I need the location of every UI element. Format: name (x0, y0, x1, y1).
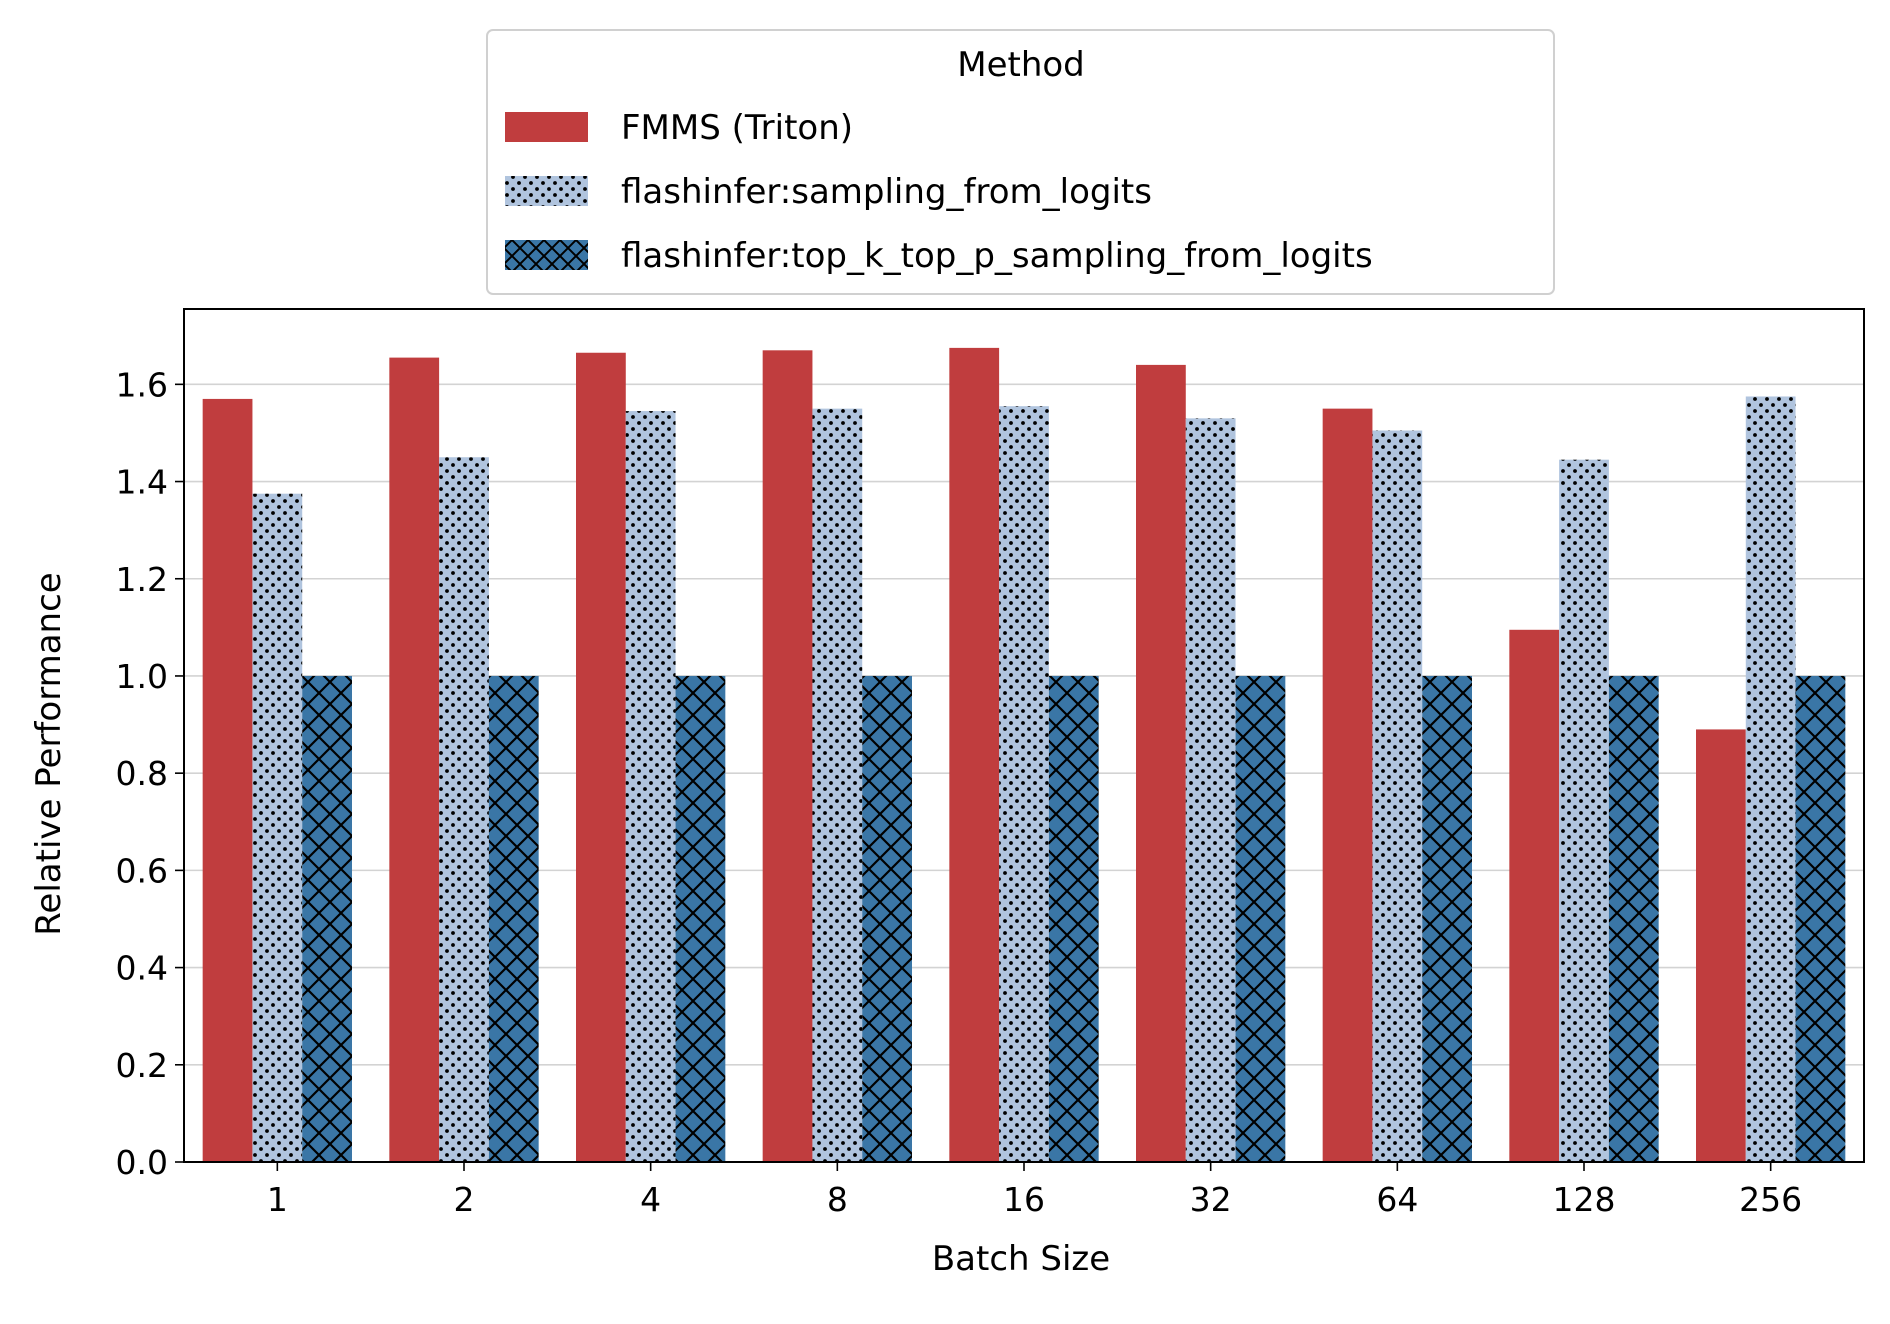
bar-solid-1 (202, 398, 253, 1163)
bar-dots-16 (999, 406, 1049, 1162)
y-tick-label: 1.0 (116, 657, 168, 696)
y-axis-label: Relative Performance (29, 572, 69, 935)
y-tick-label: 0.0 (116, 1143, 168, 1182)
y-tick-label: 1.2 (116, 560, 168, 599)
legend-entry: flashinfer:sampling_from_logits (505, 172, 1152, 212)
x-tick-label: 8 (827, 1180, 848, 1219)
legend-label: flashinfer:top_k_top_p_sampling_from_log… (621, 236, 1373, 276)
legend-entry: flashinfer:top_k_top_p_sampling_from_log… (505, 236, 1373, 276)
legend-label: flashinfer:sampling_from_logits (621, 172, 1152, 212)
y-tick-label: 1.4 (116, 463, 168, 502)
bar-dots-1 (252, 493, 303, 1162)
y-tick-label: 0.8 (116, 754, 168, 793)
x-tick-label: 128 (1553, 1180, 1616, 1219)
bar-crosshatch-32 (1235, 675, 1286, 1162)
bar-solid-256 (1696, 729, 1746, 1162)
bars (202, 347, 1846, 1163)
bar-crosshatch-64 (1422, 675, 1472, 1162)
bar-solid-64 (1322, 408, 1373, 1162)
y-tick-label: 0.6 (116, 851, 168, 890)
bar-dots-256 (1745, 396, 1796, 1162)
bar-dots-32 (1185, 418, 1236, 1162)
bar-dots-4 (625, 411, 676, 1163)
x-axis-ticks: 1 2 4 8 16 32 64 128 256 (267, 1162, 1802, 1219)
bar-crosshatch-128 (1608, 675, 1659, 1162)
legend: Method FMMS (Triton) flashinfer:sampling_… (486, 29, 1555, 295)
x-tick-label: 16 (1003, 1180, 1045, 1219)
x-tick-label: 2 (454, 1180, 475, 1219)
legend-swatch (505, 176, 588, 206)
y-tick-label: 1.6 (116, 365, 168, 404)
legend-swatch (505, 240, 588, 270)
y-tick-label: 0.4 (116, 949, 168, 988)
y-tick-label: 0.2 (116, 1046, 168, 1085)
bar-crosshatch-1 (302, 675, 352, 1162)
bar-solid-4 (576, 352, 626, 1162)
y-axis-ticks: 0.0 0.2 0.4 0.6 0.8 1.0 1.2 1.4 1.6 (116, 365, 184, 1182)
bar-solid-32 (1136, 364, 1186, 1162)
bar-crosshatch-8 (862, 675, 912, 1162)
bar-dots-8 (812, 408, 863, 1162)
x-tick-label: 64 (1376, 1180, 1418, 1219)
x-tick-label: 256 (1739, 1180, 1802, 1219)
bar-crosshatch-16 (1048, 675, 1099, 1162)
legend-swatch (505, 112, 588, 142)
legend-entry: FMMS (Triton) (505, 108, 853, 148)
legend-box (486, 29, 1555, 295)
bar-dots-2 (439, 457, 489, 1162)
bar-crosshatch-2 (488, 675, 539, 1162)
bar-solid-128 (1509, 629, 1560, 1162)
x-tick-label: 1 (267, 1180, 288, 1219)
legend-title: Method (957, 45, 1085, 85)
bar-solid-16 (949, 347, 1000, 1162)
x-axis-label: Batch Size (932, 1239, 1110, 1279)
bar-crosshatch-256 (1795, 675, 1846, 1162)
x-tick-label: 32 (1190, 1180, 1232, 1219)
bar-dots-64 (1372, 430, 1423, 1162)
legend-label: FMMS (Triton) (621, 108, 853, 148)
bar-crosshatch-4 (675, 675, 726, 1162)
x-tick-label: 4 (640, 1180, 661, 1219)
bar-dots-128 (1559, 459, 1609, 1162)
bar-solid-2 (389, 357, 440, 1162)
bar-solid-8 (762, 350, 813, 1163)
